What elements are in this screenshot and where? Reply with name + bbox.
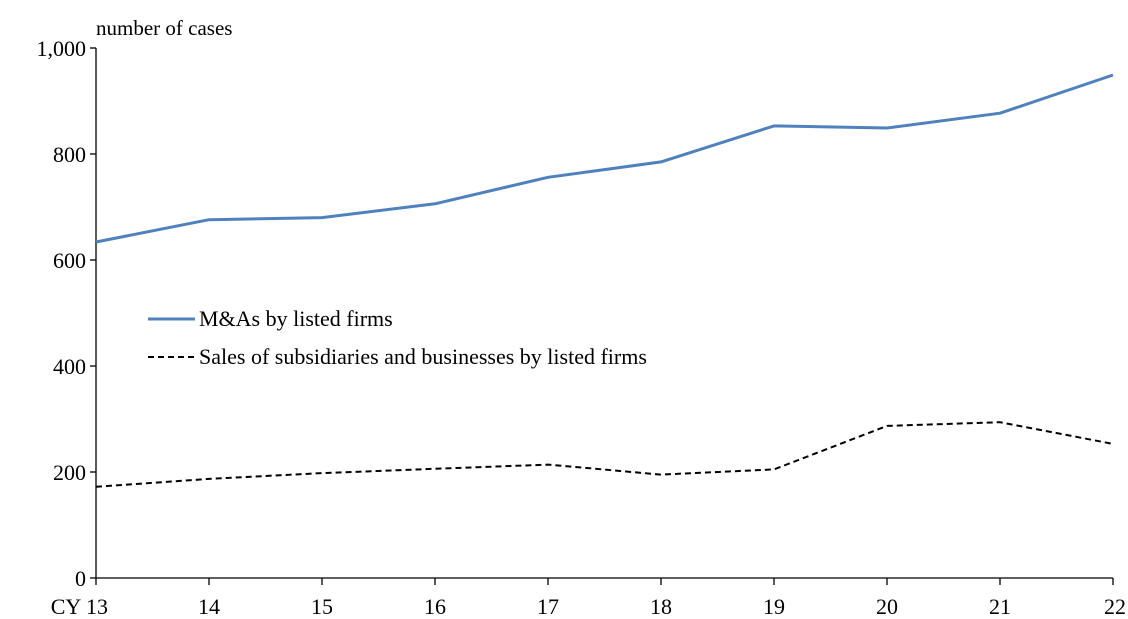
x-tick-label: 20 bbox=[876, 594, 898, 619]
legend-label-ma: M&As by listed firms bbox=[199, 306, 393, 331]
x-tick-label: 15 bbox=[311, 594, 333, 619]
series-line-ma bbox=[95, 73, 1114, 244]
y-tick-label: 600 bbox=[53, 248, 86, 273]
x-tick-label: 16 bbox=[424, 594, 446, 619]
x-tick-label: 18 bbox=[650, 594, 672, 619]
y-axis-unit-label: number of cases bbox=[96, 16, 232, 40]
x-tick-label: 19 bbox=[763, 594, 785, 619]
x-tick-label: CY 13 bbox=[51, 594, 108, 619]
series-layer bbox=[95, 73, 1114, 488]
series-line-sales bbox=[95, 421, 1114, 488]
x-tick-label: 17 bbox=[537, 594, 559, 619]
x-axis: CY 13 14 15 16 17 18 19 20 21 22 bbox=[51, 577, 1126, 619]
x-tick-label: 21 bbox=[989, 594, 1011, 619]
y-tick-label: 1,000 bbox=[37, 36, 87, 61]
y-tick-label: 200 bbox=[53, 460, 86, 485]
legend: M&As by listed firms Sales of subsidiari… bbox=[148, 306, 647, 369]
x-tick-label: 22 bbox=[1104, 594, 1126, 619]
y-tick-label: 0 bbox=[75, 566, 86, 591]
y-tick-label: 800 bbox=[53, 142, 86, 167]
legend-label-sales: Sales of subsidiaries and businesses by … bbox=[199, 344, 647, 369]
y-axis: 0 200 400 600 800 1,000 bbox=[37, 36, 97, 591]
y-tick-label: 400 bbox=[53, 354, 86, 379]
x-tick-label: 14 bbox=[198, 594, 220, 619]
